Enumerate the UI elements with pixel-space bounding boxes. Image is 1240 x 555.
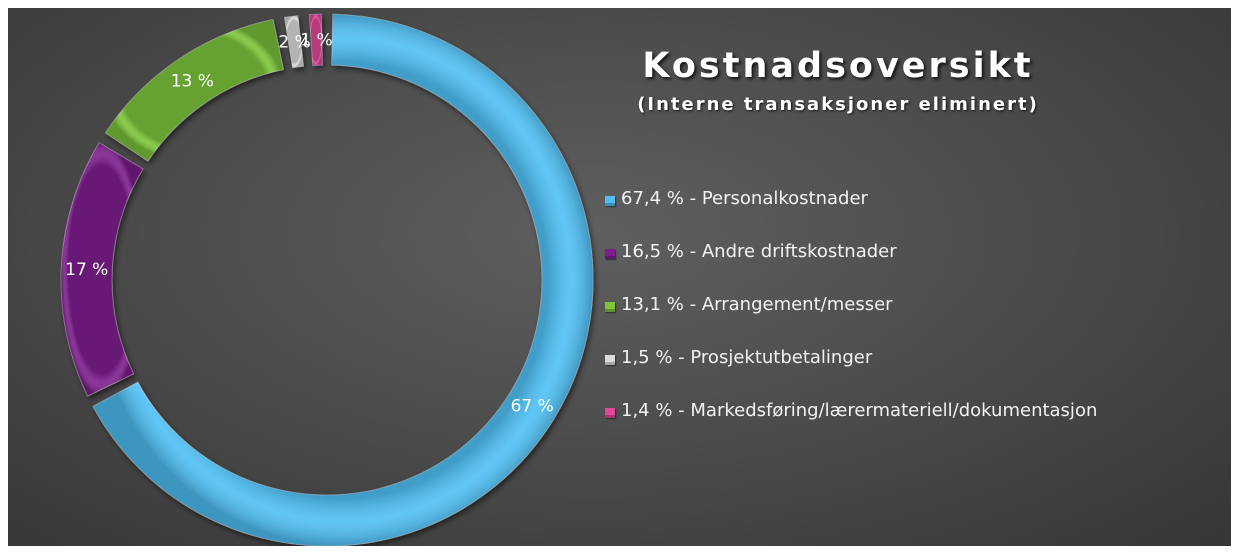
legend-label: 1,4 % - Markedsføring/lærermateriell/dok… [621, 400, 1098, 421]
legend-swatch [605, 302, 615, 312]
data-label-markedsf-ring-l-rematerielll-dokumentasjon: 1 % [300, 31, 332, 51]
legend-swatch [605, 196, 615, 206]
legend-item-personalkostnader: 67,4 % - Personalkostnader [605, 188, 1097, 241]
data-label-personalkostnader: 67 % [511, 396, 554, 416]
chart-subtitle: (Interne transaksjoner eliminert) [637, 94, 1039, 115]
slice-shading [284, 15, 304, 68]
legend-label: 13,1 % - Arrangement/messer [621, 294, 893, 315]
legend-label: 1,5 % - Prosjektutbetalinger [621, 347, 873, 368]
legend-item-andre-driftskostnader: 16,5 % - Andre driftskostnader [605, 241, 1097, 294]
chart-panel: 67 % 17 % 13 % 2 % 1 % Kostnadsoversikt (Int… [8, 8, 1231, 546]
chart-title: Kostnadsoversikt [642, 46, 1034, 86]
chart-legend: 67,4 % - Personalkostnader 16,5 % - Andr… [605, 188, 1097, 453]
legend-swatch [605, 355, 615, 365]
legend-label: 16,5 % - Andre driftskostnader [621, 241, 897, 262]
slice-shading [309, 14, 323, 66]
legend-swatch [605, 249, 615, 259]
data-label-arrangement-messer: 13 % [171, 72, 214, 92]
legend-label: 67,4 % - Personalkostnader [621, 188, 868, 209]
slice-shading [105, 19, 284, 162]
legend-item-prosjektutbetalinger: 1,5 % - Prosjektutbetalinger [605, 347, 1097, 400]
slice-shading [60, 142, 143, 397]
legend-item-markedsforing: 1,4 % - Markedsføring/lærermateriell/dok… [605, 400, 1097, 453]
legend-swatch [605, 408, 615, 418]
data-label-andre-driftskostnader: 17 % [65, 260, 108, 280]
data-label-prosjektutbetalinger: 2 % [278, 33, 310, 53]
legend-item-arrangement-messer: 13,1 % - Arrangement/messer [605, 294, 1097, 347]
doughnut-chart: 67 % 17 % 13 % 2 %1 % [60, 13, 594, 546]
